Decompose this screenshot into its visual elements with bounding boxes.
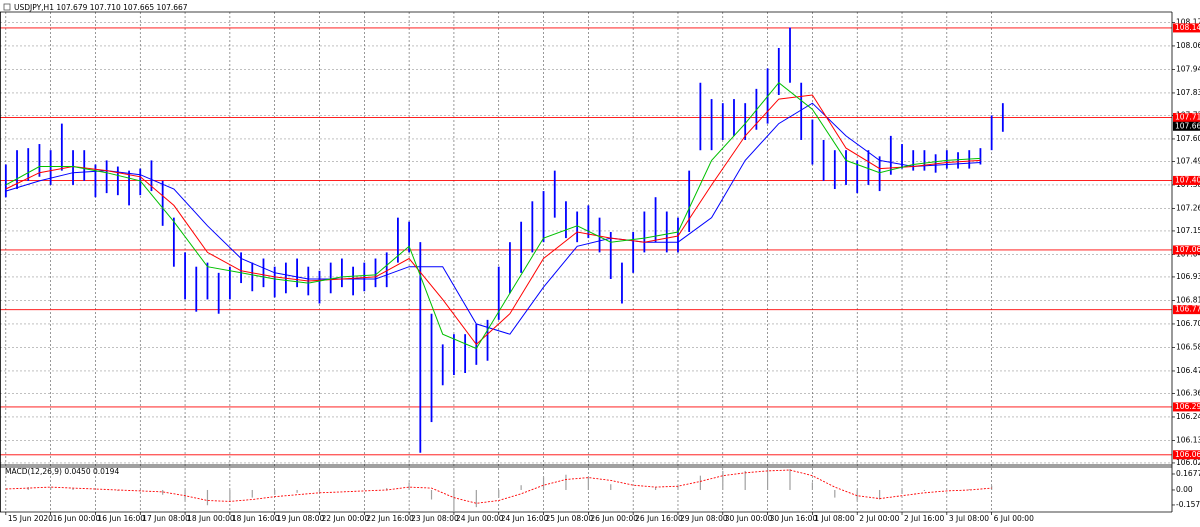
level-tag	[1173, 402, 1200, 412]
y-tick-label: -0.1572	[1176, 500, 1200, 509]
level-label: 106.060	[1175, 450, 1200, 459]
x-tick-label: 26 Jun 16:00	[635, 514, 683, 523]
level-tag	[1173, 245, 1200, 255]
moving-average	[5, 82, 981, 350]
symbol-icon	[3, 3, 11, 11]
y-tick-label: 106.585	[1176, 342, 1200, 351]
x-tick-label: 24 Jun 16:00	[501, 514, 549, 523]
level-tag	[1173, 305, 1200, 315]
x-tick-label: 17 Jun 08:00	[142, 514, 190, 523]
y-tick-label: 106.700	[1176, 319, 1200, 328]
y-tick-label: 106.470	[1176, 366, 1200, 375]
level-label: 106.770	[1175, 305, 1200, 314]
x-tick-label: 6 Jul 00:00	[994, 514, 1034, 523]
y-tick-label: 0.1677	[1176, 469, 1200, 478]
y-tick-label: 106.130	[1176, 435, 1200, 444]
x-tick-label: 2 Jul 00:00	[859, 514, 899, 523]
x-tick-label: 25 Jun 08:00	[546, 514, 594, 523]
x-tick-label: 19 Jun 08:00	[277, 514, 325, 523]
current-price-tag	[1173, 121, 1200, 131]
y-tick-label: 106.360	[1176, 388, 1200, 397]
y-tick-label: 106.930	[1176, 272, 1200, 281]
y-tick-label: 0.00	[1176, 485, 1193, 494]
x-tick-label: 16 Jun 00:00	[53, 514, 101, 523]
y-tick-label: 106.020	[1176, 458, 1200, 467]
level-label: 107.402	[1175, 175, 1200, 184]
y-tick-label: 108.060	[1176, 41, 1200, 50]
y-tick-label: 107.605	[1176, 134, 1200, 143]
y-tick-label: 106.245	[1176, 412, 1200, 421]
x-tick-label: 30 Jun 00:00	[725, 514, 773, 523]
y-tick-label: 107.265	[1176, 203, 1200, 212]
level-label: 106.294	[1175, 402, 1200, 411]
level-label: 107.710	[1175, 112, 1200, 121]
level-tag	[1173, 175, 1200, 185]
y-tick-label: 107.945	[1176, 64, 1200, 73]
x-tick-label: 18 Jun 00:00	[187, 514, 235, 523]
chart-title: USDJPY,H1 107.679 107.710 107.665 107.66…	[14, 3, 188, 12]
x-tick-label: 22 Jun 00:00	[321, 514, 369, 523]
x-tick-label: 2 Jul 16:00	[904, 514, 944, 523]
x-tick-label: 26 Jun 00:00	[590, 514, 638, 523]
level-label: 107.062	[1175, 245, 1200, 254]
level-label: 108.148	[1175, 23, 1200, 32]
x-tick-label: 22 Jun 16:00	[366, 514, 414, 523]
level-tag	[1173, 450, 1200, 460]
x-tick-label: 1 Jul 08:00	[814, 514, 854, 523]
macd-title: MACD(12,26,9) 0.0450 0.0194	[5, 467, 119, 476]
x-tick-label: 30 Jun 16:00	[770, 514, 818, 523]
x-tick-label: 23 Jun 08:00	[411, 514, 459, 523]
x-tick-label: 16 Jun 16:00	[97, 514, 145, 523]
level-tag	[1173, 23, 1200, 33]
y-tick-label: 108.175	[1176, 17, 1200, 26]
x-tick-label: 29 Jun 08:00	[680, 514, 728, 523]
y-tick-label: 107.495	[1176, 156, 1200, 165]
x-tick-label: 15 Jun 2020	[8, 514, 53, 523]
signal-line	[5, 469, 992, 504]
level-tag	[1173, 112, 1200, 122]
moving-average	[5, 94, 981, 346]
x-tick-label: 24 Jun 00:00	[456, 514, 504, 523]
x-tick-label: 3 Jul 08:00	[949, 514, 989, 523]
y-tick-label: 107.155	[1176, 226, 1200, 235]
y-tick-label: 106.815	[1176, 295, 1200, 304]
x-tick-label: 18 Jun 16:00	[232, 514, 280, 523]
current-price-label: 107.667	[1175, 121, 1200, 130]
y-tick-label: 107.830	[1176, 88, 1200, 97]
